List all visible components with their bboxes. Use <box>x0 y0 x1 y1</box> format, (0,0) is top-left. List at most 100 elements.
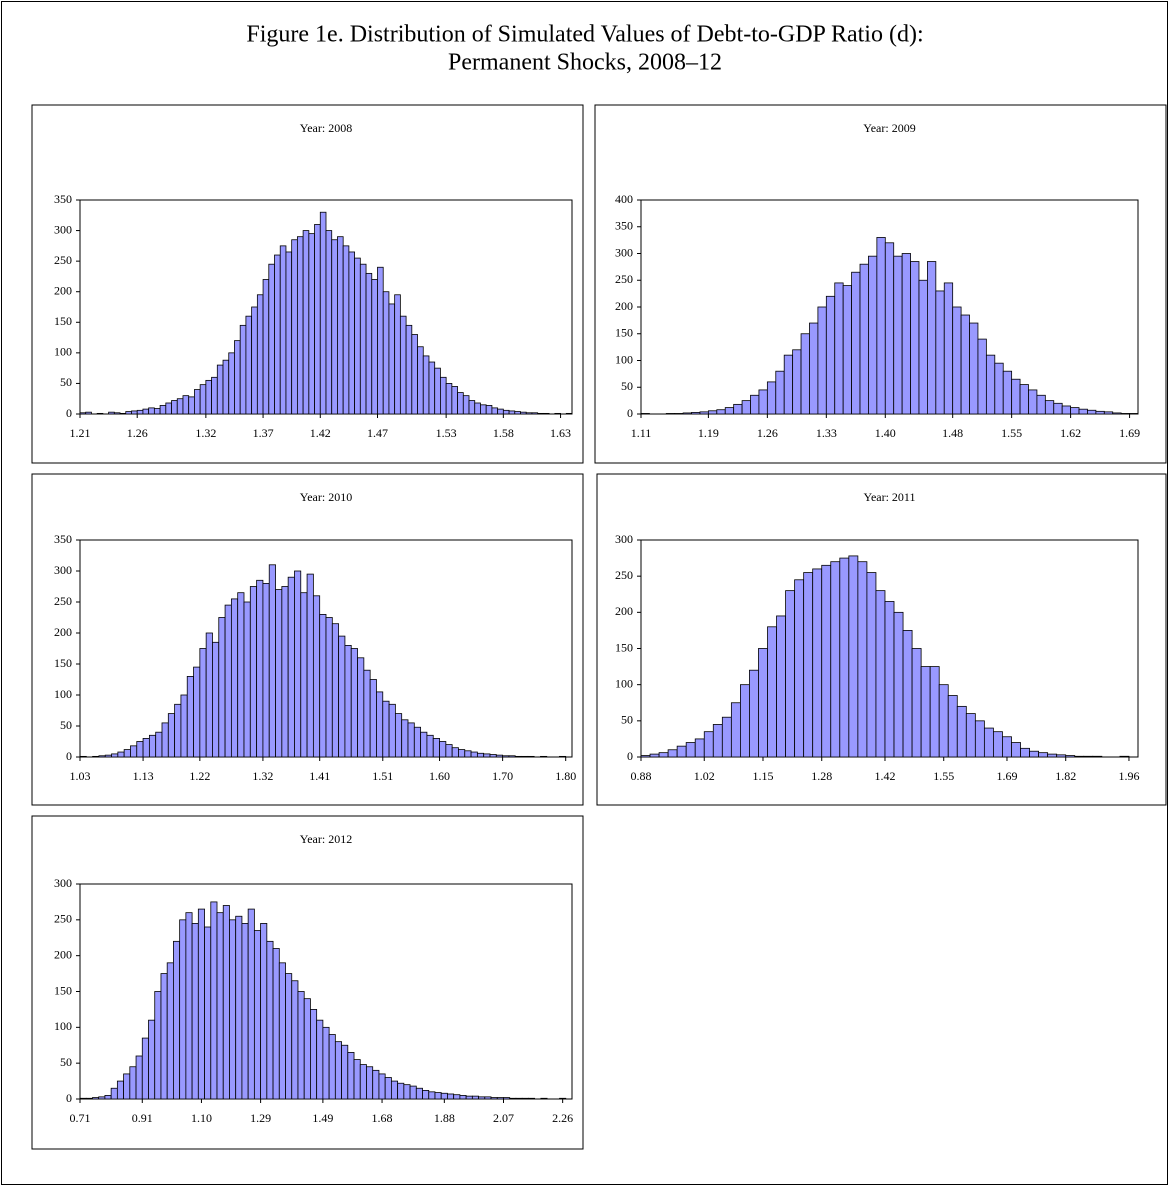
y-tick-label: 150 <box>615 640 633 654</box>
bar <box>508 410 516 415</box>
bar <box>372 1069 380 1100</box>
bar <box>918 279 928 415</box>
bar <box>445 744 453 758</box>
bar <box>216 912 224 1100</box>
bar <box>268 564 276 758</box>
x-tick-label: 1.40 <box>875 426 896 440</box>
bar <box>785 590 796 758</box>
x-tick-label: 1.51 <box>372 769 393 783</box>
y-tick-label: 250 <box>615 568 633 582</box>
bar <box>834 282 844 415</box>
x-tick-label: 1.60 <box>429 769 450 783</box>
bar <box>300 592 308 758</box>
y-tick-label: 0 <box>66 406 72 420</box>
bar <box>294 570 302 758</box>
bar <box>409 1085 417 1100</box>
x-tick-label: 1.55 <box>1001 426 1022 440</box>
bar <box>471 1095 479 1100</box>
bar <box>716 409 726 415</box>
x-tick-label: 1.32 <box>195 426 216 440</box>
bar <box>943 282 954 415</box>
bar <box>312 595 321 758</box>
bar <box>485 405 493 415</box>
bar <box>119 412 127 415</box>
bar <box>640 413 650 415</box>
bar <box>141 1037 149 1100</box>
bar <box>910 261 920 415</box>
x-tick-label: 0.88 <box>631 769 652 783</box>
bar <box>239 324 247 415</box>
bar <box>98 1096 106 1100</box>
bar <box>434 1092 442 1100</box>
bar <box>1070 407 1080 415</box>
bar <box>377 266 384 415</box>
bar <box>338 635 346 758</box>
bar <box>776 615 786 758</box>
bar <box>884 601 895 758</box>
bar <box>884 242 895 415</box>
bar <box>325 230 333 415</box>
bar <box>459 1095 467 1100</box>
bar <box>465 1095 473 1100</box>
bar <box>135 1055 143 1100</box>
bar <box>382 700 390 758</box>
bar <box>384 1077 392 1100</box>
y-tick-label: 200 <box>54 283 72 297</box>
bar <box>413 726 422 758</box>
y-tick-label: 200 <box>54 625 72 639</box>
bar <box>540 1097 548 1100</box>
bar <box>268 263 275 415</box>
bar <box>893 255 903 415</box>
bar <box>432 738 440 758</box>
x-tick-label: 1.11 <box>631 426 652 440</box>
bar <box>117 751 125 758</box>
y-tick-label: 300 <box>54 563 72 577</box>
bar <box>994 362 1004 415</box>
y-tick-label: 250 <box>54 594 72 608</box>
y-tick-label: 50 <box>60 718 72 732</box>
bar <box>116 1080 124 1100</box>
bar <box>699 411 709 415</box>
x-tick-label: 0.91 <box>132 1111 153 1125</box>
x-tick-label: 1.42 <box>874 769 895 783</box>
chart-title: Year: 2008 <box>300 121 352 135</box>
bar <box>407 722 415 758</box>
bar <box>682 412 692 415</box>
bar <box>792 349 802 415</box>
bar <box>935 290 945 415</box>
bar <box>812 568 823 758</box>
bar <box>125 411 132 415</box>
bar <box>123 1073 131 1100</box>
bar <box>235 915 243 1100</box>
bar <box>341 1044 349 1100</box>
bar <box>331 239 338 415</box>
x-tick-label: 1.29 <box>250 1111 271 1125</box>
bar <box>274 254 281 415</box>
bar <box>79 412 87 415</box>
bar <box>350 648 358 758</box>
bar <box>901 253 911 415</box>
bar <box>1087 409 1097 415</box>
y-tick-label: 0 <box>627 406 633 420</box>
y-tick-label: 100 <box>54 1019 72 1033</box>
x-tick-label: 1.63 <box>550 426 571 440</box>
bar <box>1120 413 1130 415</box>
bar <box>129 1066 137 1100</box>
bar <box>851 271 861 415</box>
bar <box>440 376 447 415</box>
bar <box>730 702 741 758</box>
x-tick-label: 1.15 <box>752 769 773 783</box>
bar <box>191 923 199 1100</box>
bar <box>480 404 487 415</box>
bar <box>439 741 447 758</box>
bar <box>767 626 777 758</box>
bar <box>369 679 377 758</box>
bar <box>483 753 491 758</box>
chart-panel: Year: 2011 0 50 100 150 200 250 300 0.88 1.02 1.15… <box>596 473 1167 806</box>
bar <box>216 364 224 415</box>
figure-title: Figure 1e. Distribution of Simulated Val… <box>246 22 923 48</box>
bar <box>508 755 516 758</box>
y-tick-label: 150 <box>615 326 633 340</box>
bar <box>359 1064 367 1100</box>
bar <box>1036 394 1046 415</box>
